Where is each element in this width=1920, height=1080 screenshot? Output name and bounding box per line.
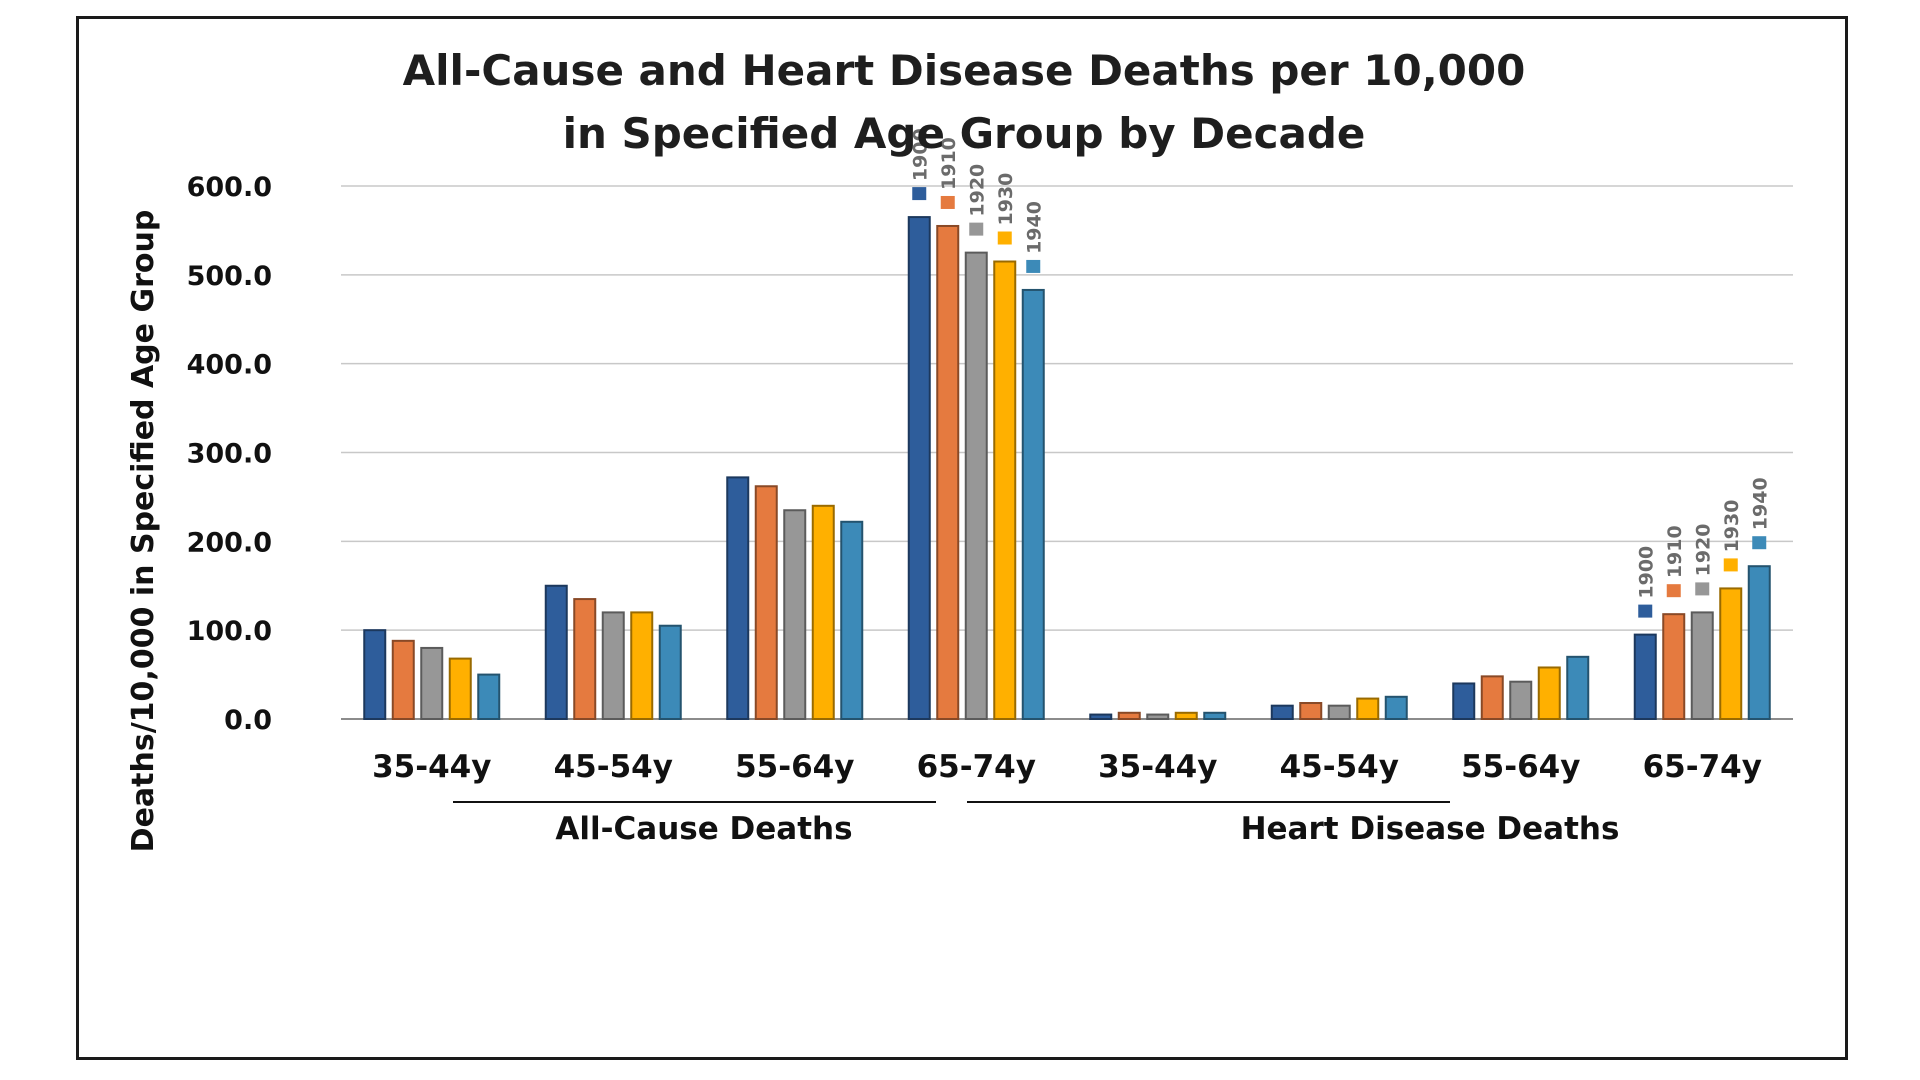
bar-1920-35-44y-all-cause	[420, 646, 444, 721]
y-tick-label: 500.0	[187, 261, 272, 292]
x-category-label: 55-64y	[735, 749, 854, 785]
x-category-label: 35-44y	[1098, 749, 1217, 785]
bar-1940-45-54y-all-cause	[658, 624, 682, 720]
y-axis-label: Deaths/10,000 in Specified Age Group	[126, 210, 161, 853]
inline-legends: 1900 1910 1920 1930 1940 1900 1910 1920 1930 1940	[909, 128, 1771, 618]
bar-1930-55-64y-heart-disease	[1537, 666, 1561, 721]
chart-frame: 1900 1910 1920 1930 1940 1900 1910 1920 1930 1940…	[76, 16, 1848, 1060]
y-tick-label: 100.0	[187, 616, 272, 647]
bar-1910-35-44y-heart-disease	[1117, 711, 1141, 721]
bar-1930-35-44y-heart-disease	[1174, 711, 1198, 721]
bar-1900-65-74y-heart-disease	[1633, 633, 1657, 721]
x-category-label: 65-74y	[1643, 749, 1762, 785]
bar-1930-65-74y-all-cause	[993, 260, 1017, 720]
y-tick-label: 200.0	[187, 527, 272, 558]
y-tick-label: 400.0	[187, 350, 272, 381]
bar-1940-55-64y-all-cause	[840, 520, 864, 721]
bar-1920-55-64y-heart-disease	[1509, 680, 1533, 721]
bar-1910-45-54y-heart-disease	[1299, 702, 1323, 721]
x-category-label: 35-44y	[372, 749, 491, 785]
bar-1930-45-54y-heart-disease	[1356, 697, 1380, 721]
legend-swatch-1900	[912, 187, 927, 201]
y-tick-label: 600.0	[187, 172, 272, 203]
legend-label-1940: 1940	[1749, 477, 1771, 530]
bar-1930-35-44y-all-cause	[448, 657, 472, 720]
bar-1900-55-64y-heart-disease	[1452, 682, 1476, 721]
legend-swatch-1940	[1752, 536, 1767, 550]
y-tick-label: 300.0	[187, 439, 272, 470]
legend-swatch-1900	[1638, 604, 1653, 618]
axis-ticks: 0.0 100.0 200.0 300.0 400.0 500.0 600.0	[187, 172, 272, 736]
legend-swatch-1920	[1695, 582, 1710, 596]
bar-1900-45-54y-heart-disease	[1270, 704, 1294, 720]
legend-swatch-1910	[1666, 584, 1681, 598]
legend-label-1900: 1900	[909, 128, 931, 181]
x-category-label: 45-54y	[554, 749, 673, 785]
bar-1940-65-74y-all-cause	[1021, 288, 1045, 720]
x-category-label: 55-64y	[1461, 749, 1580, 785]
legend-swatch-1920	[969, 222, 984, 236]
legend-label-1930: 1930	[995, 173, 1017, 226]
bar-1940-65-74y-heart-disease	[1747, 565, 1771, 720]
chart-canvas: 1900 1910 1920 1930 1940 1900 1910 1920 1930 1940…	[126, 46, 1793, 852]
bar-1910-55-64y-heart-disease	[1480, 675, 1504, 720]
legend-label-1920: 1920	[966, 164, 988, 217]
legend-swatch-1930	[997, 231, 1012, 245]
bar-1900-35-44y-heart-disease	[1089, 713, 1113, 721]
group-labels: All-Cause Deaths Heart Disease Deaths	[453, 801, 1620, 847]
legend-label-1920: 1920	[1692, 524, 1714, 577]
bar-1930-45-54y-all-cause	[630, 611, 654, 721]
bar-1940-35-44y-heart-disease	[1203, 711, 1227, 721]
bars	[363, 216, 1771, 721]
bar-1920-55-64y-all-cause	[783, 509, 807, 720]
group-label: All-Cause Deaths	[555, 811, 852, 847]
bar-1910-65-74y-heart-disease	[1662, 613, 1686, 721]
legend-swatch-1910	[940, 195, 955, 209]
legend-label-1930: 1930	[1721, 500, 1743, 553]
chart-title-line-2: in Specified Age Group by Decade	[563, 109, 1366, 158]
bar-1900-55-64y-all-cause	[726, 476, 750, 720]
bar-1940-45-54y-heart-disease	[1384, 695, 1408, 721]
bar-1940-55-64y-heart-disease	[1566, 655, 1590, 720]
bar-1930-55-64y-all-cause	[811, 504, 835, 720]
bar-1920-35-44y-heart-disease	[1146, 713, 1170, 721]
x-category-label: 45-54y	[1280, 749, 1399, 785]
legend-label-1940: 1940	[1023, 201, 1045, 254]
y-tick-label: 0.0	[224, 705, 272, 736]
x-category-label: 65-74y	[917, 749, 1036, 785]
chart-title-line-1: All-Cause and Heart Disease Deaths per 1…	[403, 46, 1526, 95]
group-label: Heart Disease Deaths	[1241, 811, 1620, 847]
bar-1940-35-44y-all-cause	[477, 673, 501, 720]
bar-1920-65-74y-heart-disease	[1690, 611, 1714, 721]
legend-label-1900: 1900	[1635, 546, 1657, 599]
bar-1920-65-74y-all-cause	[964, 251, 988, 720]
chart-text: All-Cause and Heart Disease Deaths per 1…	[126, 46, 1525, 852]
bar-1930-65-74y-heart-disease	[1719, 587, 1743, 720]
bar-1920-45-54y-heart-disease	[1327, 704, 1351, 720]
bar-1910-45-54y-all-cause	[573, 598, 597, 721]
bar-1910-35-44y-all-cause	[391, 639, 415, 720]
legend-swatch-1930	[1723, 558, 1738, 572]
bar-1900-45-54y-all-cause	[544, 584, 568, 720]
category-labels: 35-44y 45-54y 55-64y 65-74y 35-44y 45-54y 55-6…	[372, 749, 1762, 785]
bar-1920-45-54y-all-cause	[601, 611, 625, 721]
bar-1900-35-44y-all-cause	[363, 629, 387, 721]
bar-1910-55-64y-all-cause	[754, 485, 778, 720]
legend-swatch-1940	[1026, 259, 1041, 273]
bar-1900-65-74y-all-cause	[907, 216, 931, 720]
legend-label-1910: 1910	[1664, 525, 1686, 578]
legend-label-1910: 1910	[938, 137, 960, 190]
bar-1910-65-74y-all-cause	[936, 224, 960, 720]
